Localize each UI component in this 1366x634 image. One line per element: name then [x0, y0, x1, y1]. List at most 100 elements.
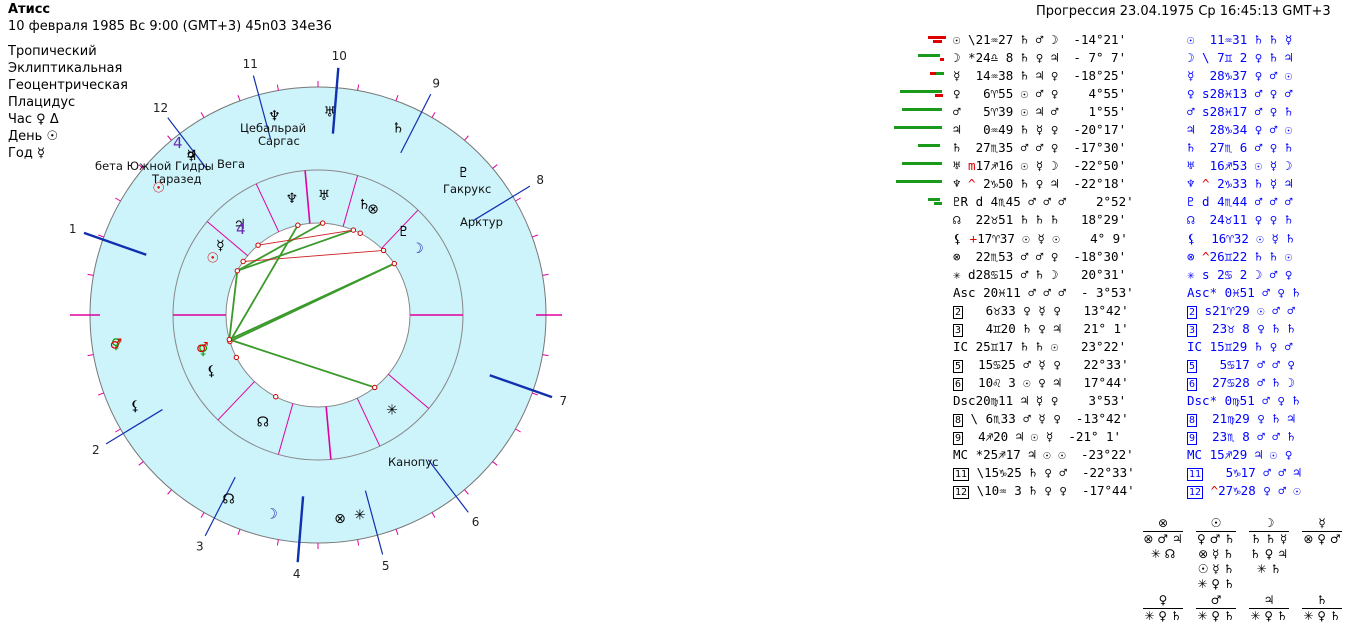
degree-tick	[138, 164, 144, 169]
progressed-planet-glyph: ☉	[152, 181, 165, 197]
house-number: 4	[293, 567, 301, 581]
progressed-house-cusp	[105, 409, 163, 445]
progressed-house-cusp	[167, 117, 209, 171]
aspect-group: ♀ ✳ ♀ ♄	[1143, 593, 1183, 624]
natal-planet-glyph: ✳	[386, 402, 398, 418]
table-row: Asc* 0♓51 ♂ ♀ ♄	[1187, 284, 1301, 302]
row-position: 15♑25 ♄ ♀ ♂ -22°33'	[984, 465, 1135, 481]
row-point: ☉	[953, 32, 961, 47]
row-position: 4♏45 ♂ ♂ ♂ 2°52'	[983, 194, 1134, 210]
fixed-star-label: Гакрукс	[443, 182, 491, 196]
degree-tick	[542, 354, 549, 357]
degree-tick	[138, 461, 144, 466]
row-prefix	[961, 122, 976, 137]
row-point: 5	[953, 359, 964, 373]
row-point: Asc	[953, 284, 976, 300]
natal-planet-glyph: ♄	[358, 197, 371, 213]
progression-data: Прогрессия 23.04.1975 Ср 16:45:13 GMT+3	[1036, 4, 1331, 19]
aspect-group-line: ✳ ♀ ♄	[1250, 609, 1288, 623]
row-position: 25♐17 ♃ ☉ ☉ -23°22'	[983, 447, 1134, 463]
row-prefix	[1197, 321, 1212, 336]
degree-tick	[492, 164, 498, 169]
aspect-line	[228, 270, 239, 340]
aspect-group-line: ✳ ♄	[1256, 562, 1282, 576]
degree-tick	[237, 94, 241, 101]
degree-tick	[492, 461, 498, 466]
row-prefix	[961, 249, 976, 264]
degree-tick	[87, 354, 94, 357]
fixed-star-label: Саргас	[258, 134, 300, 148]
planet-point	[357, 230, 363, 236]
aspect-group-line: ✳ ♀ ♄	[1197, 609, 1235, 623]
strength-bar	[940, 58, 944, 62]
row-position: 27♋28 ♂ ♄ ☽	[1212, 374, 1295, 390]
row-point: ♄	[953, 140, 961, 156]
planet-point	[380, 247, 387, 254]
row-point: 6	[1187, 377, 1198, 391]
birth-data: 10 февраля 1985 Вс 9:00 (GMT+3) 45n03 34…	[8, 19, 332, 34]
row-position: 27♏ 6 ♂ ♀ ♄	[1209, 140, 1293, 156]
row-point: ♃	[953, 122, 961, 138]
house-number: 8	[536, 173, 544, 187]
progressed-planet-glyph: ⊗	[334, 511, 346, 527]
progressed-house-cusp	[331, 67, 340, 134]
aspect-group-line: ✳ ♀ ♄	[1197, 577, 1235, 591]
row-prefix	[961, 86, 976, 101]
row-point: ♀	[1187, 86, 1195, 102]
row-prefix	[963, 429, 971, 444]
aspect-group-line: ✳ ♀ ♄	[1144, 609, 1182, 623]
table-row: 5 15♋25 ♂ ☿ ♀ 22°33'	[953, 356, 1135, 374]
row-prefix: ^	[1203, 483, 1219, 499]
natal-house-cusp	[255, 183, 280, 232]
degree-tick	[237, 529, 241, 536]
center-type: Геоцентрическая	[8, 78, 128, 93]
row-position: 0♒49 ♄ ☿ ♀ -20°17'	[975, 122, 1127, 138]
house-system: Плацидус	[8, 95, 76, 110]
fixed-star-label: Цебальрай	[240, 121, 306, 135]
row-prefix: ^	[960, 176, 976, 192]
aspect-line	[243, 249, 384, 262]
row-prefix	[963, 375, 978, 390]
degree-tick	[532, 392, 539, 396]
row-position: 28♓17 ♂ ♀ ♄	[1209, 104, 1293, 120]
progressed-house-cusp	[400, 93, 432, 154]
natal-house-cusp	[342, 175, 359, 227]
table-row: MC 15♐29 ♃ ☉ ♀	[1187, 446, 1301, 464]
row-position: 5♑17 ♂ ♂ ♃	[1218, 465, 1301, 481]
table-row: ♇ d 4♏44 ♂ ♂ ♂	[1187, 193, 1301, 211]
table-row: MC *25♐17 ♃ ☉ ☉ -23°22'	[953, 446, 1135, 464]
row-prefix	[961, 104, 976, 119]
strength-bar	[934, 202, 942, 206]
row-prefix: \	[969, 465, 985, 481]
row-position: 2♑50 ♄ ♀ ♃ -22°18'	[975, 176, 1127, 192]
degree-tick	[115, 197, 121, 202]
natal-planet-glyph: ♀	[198, 343, 208, 359]
table-row: ☿ 28♑37 ♀ ♂ ☉	[1187, 67, 1301, 85]
row-prefix: \	[963, 410, 979, 426]
table-row: ♆ ^ 2♑50 ♄ ♀ ♃ -22°18'	[953, 175, 1135, 193]
row-prefix: *	[960, 50, 976, 66]
row-point: MC	[1187, 447, 1203, 463]
chart-rings	[89, 86, 547, 544]
natal-planet-glyph: ♇	[397, 224, 410, 240]
strength-bar	[918, 54, 940, 58]
table-row: ✳ s 2♋ 2 ☽ ♂ ♀	[1187, 266, 1301, 284]
house-number: 7	[560, 394, 568, 408]
natal-house-cusp	[304, 170, 311, 224]
row-point: ♀	[953, 86, 961, 102]
progressed-planet-glyph: ☽	[265, 507, 278, 523]
degree-tick	[97, 392, 104, 396]
table-row: 9 4♐20 ♃ ☉ ☿ -21° 1'	[953, 428, 1135, 446]
strength-bar	[936, 72, 944, 76]
natal-house-cusp	[388, 373, 430, 409]
progressed-house-cusp	[296, 496, 305, 563]
natal-planet-glyph: ☊	[257, 415, 269, 431]
degree-tick	[97, 234, 104, 238]
row-position: 24♎ 8 ♄ ♀ ♃ - 7° 7'	[975, 50, 1127, 66]
row-prefix	[1195, 32, 1210, 47]
row-position: 0♓51 ♂ ♀ ♄	[1217, 284, 1300, 300]
planet-point	[319, 220, 326, 226]
row-position: 4♐20 ♃ ☉ ☿ -21° 1'	[970, 429, 1122, 445]
row-point: 6	[953, 377, 964, 391]
